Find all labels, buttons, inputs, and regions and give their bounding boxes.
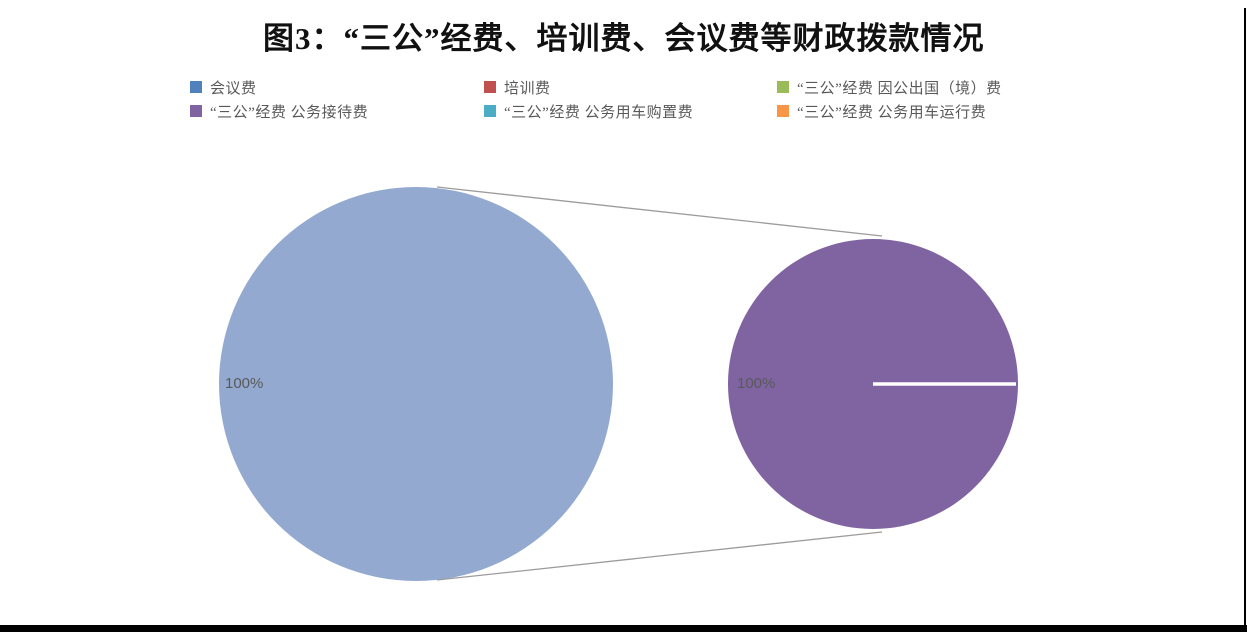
table-border-bottom [0,625,1247,632]
legend-marker-icon [484,81,496,93]
legend-item-reception-fee: “三公”经费 公务接待费 [190,103,369,121]
legend-item-training-fee: 培训费 [484,79,551,97]
legend-label: “三公”经费 公务用车运行费 [797,104,987,121]
legend-label: 会议费 [210,80,257,97]
legend-marker-icon [190,81,202,93]
legend-marker-icon [777,105,789,117]
legend-item-abroad-fee: “三公”经费 因公出国（境）费 [777,79,1002,97]
main-pie-slice [219,187,613,581]
chart-title: 图3：“三公”经费、培训费、会议费等财政拨款情况 [263,21,985,56]
legend-marker-icon [777,81,789,93]
legend-item-vehicle-operation-fee: “三公”经费 公务用车运行费 [777,103,987,121]
legend-label: 培训费 [504,80,551,97]
main-pie-data-label: 100% [225,375,264,392]
legend-item-meeting-fee: 会议费 [190,79,257,97]
legend-marker-icon [484,105,496,117]
table-border-right [1244,8,1246,632]
legend-label: “三公”经费 公务接待费 [210,104,369,121]
legend-label: “三公”经费 因公出国（境）费 [797,80,1002,97]
legend-label: “三公”经费 公务用车购置费 [504,104,694,121]
secondary-pie-data-label: 100% [737,375,776,392]
legend-marker-icon [190,105,202,117]
legend-item-vehicle-purchase-fee: “三公”经费 公务用车购置费 [484,103,694,121]
